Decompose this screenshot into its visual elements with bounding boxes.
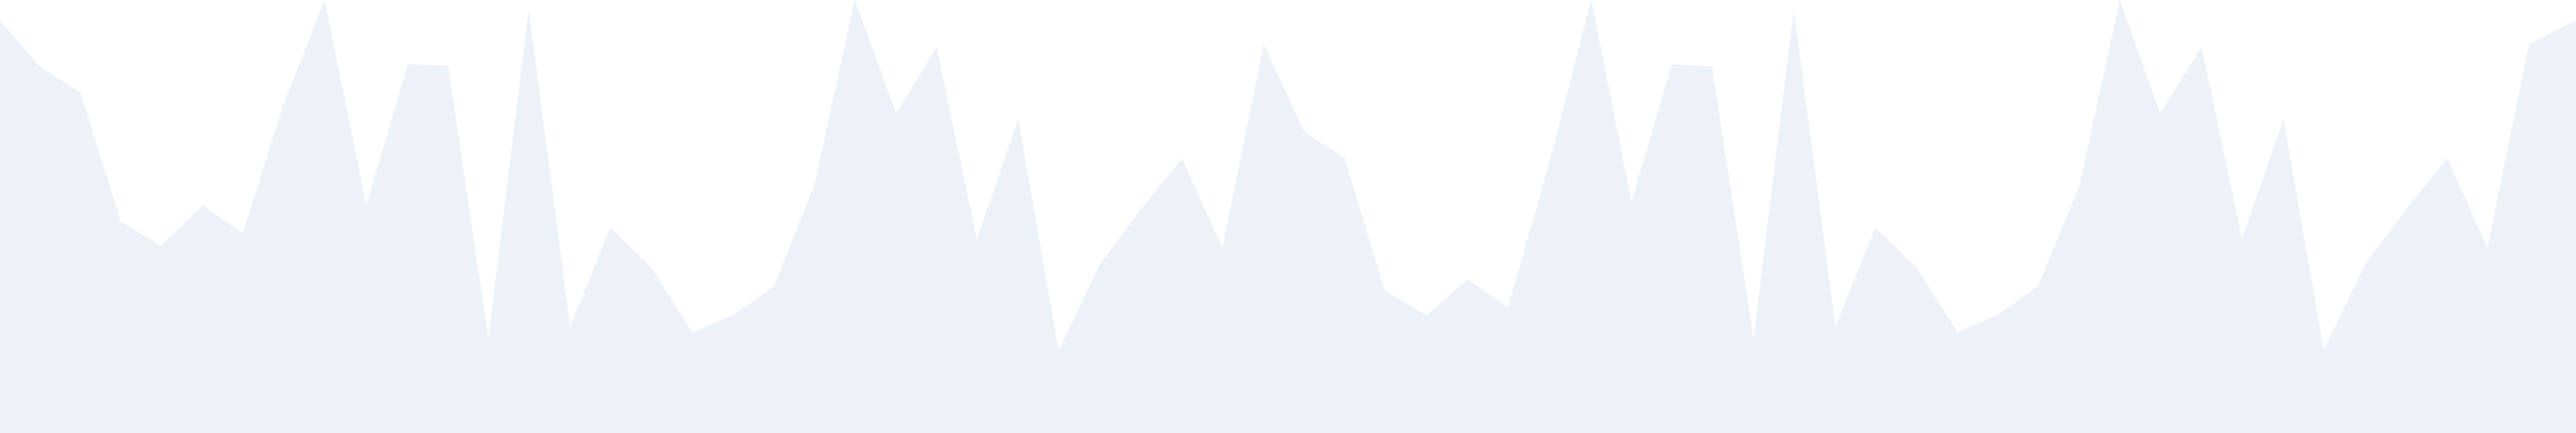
- wave-decoration: [0, 0, 2576, 433]
- page-canvas: [0, 0, 2576, 433]
- wave-shape: [0, 0, 2576, 433]
